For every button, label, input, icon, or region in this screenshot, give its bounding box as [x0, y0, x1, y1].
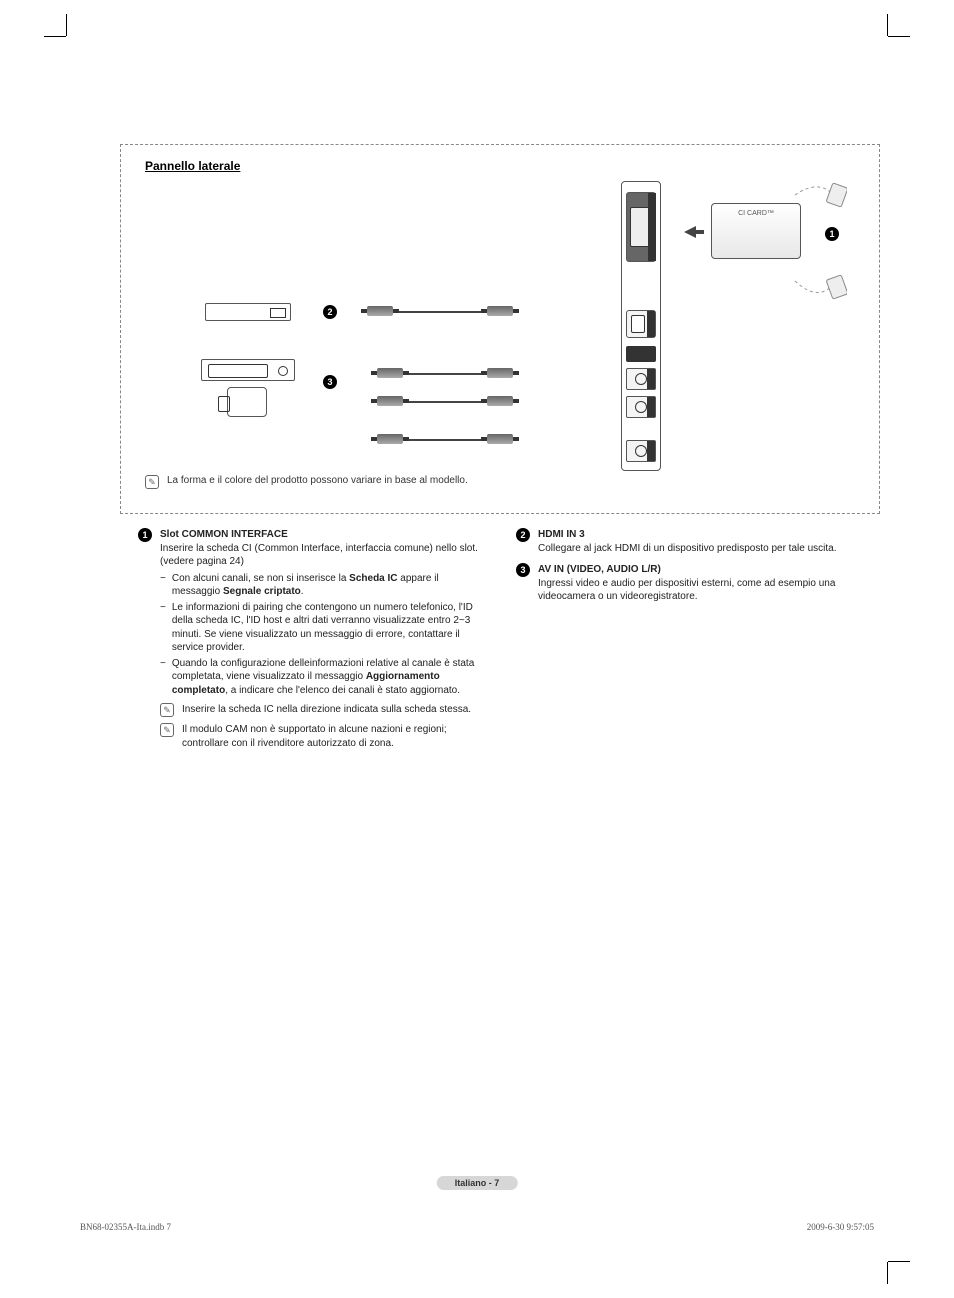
right-column: 2 HDMI IN 3 Collegare al jack HDMI di un… [516, 528, 866, 758]
port-av-audio-r [626, 440, 656, 462]
plug-icon [377, 368, 403, 378]
diagram-bullet-1: 1 [825, 227, 839, 241]
port-av-label [626, 346, 656, 362]
bullet-3: 3 [516, 563, 530, 577]
diagram-panel: Pannello laterale CI CARD™ [120, 144, 880, 514]
diagram-bullet-2: 2 [323, 305, 337, 319]
plug-icon [367, 306, 393, 316]
plug-icon [487, 434, 513, 444]
port-av-video [626, 368, 656, 390]
crop-mark [887, 14, 888, 36]
crop-mark [888, 1261, 910, 1262]
crop-mark [44, 36, 66, 37]
device-vcr [201, 359, 295, 381]
port-hdmi-in-3 [626, 310, 656, 338]
plug-icon [487, 306, 513, 316]
sub-note: ✎ Il modulo CAM non è supportato in alcu… [160, 723, 488, 750]
arrow-left-icon [684, 226, 696, 238]
tv-side-panel [621, 181, 661, 471]
device-dvd [205, 303, 291, 321]
footer-meta: BN68-02355A-Ita.indb 7 2009-6-30 9:57:05 [80, 1222, 874, 1232]
plug-icon [377, 396, 403, 406]
diagram-bullet-3: 3 [323, 375, 337, 389]
sub-note: ✎ Inserire la scheda IC nella direzione … [160, 703, 488, 717]
crop-mark [888, 36, 910, 37]
bullet-2: 2 [516, 528, 530, 542]
entry-av-in: 3 AV IN (VIDEO, AUDIO L/R) Ingressi vide… [516, 563, 866, 604]
sub-bullet: − Le informazioni di pairing che conteng… [160, 601, 488, 655]
device-camcorder [227, 387, 267, 417]
note-icon: ✎ [160, 703, 174, 717]
entry-title: Slot COMMON INTERFACE [160, 528, 488, 542]
sub-bullet: − Quando la configurazione delleinformaz… [160, 657, 488, 698]
note-icon: ✎ [145, 475, 159, 489]
description-columns: 1 Slot COMMON INTERFACE Inserire la sche… [138, 528, 866, 758]
entry-common-interface: 1 Slot COMMON INTERFACE Inserire la sche… [138, 528, 488, 750]
port-av-audio-l [626, 396, 656, 418]
page-number-badge: Italiano - 7 [437, 1176, 518, 1190]
doc-timestamp: 2009-6-30 9:57:05 [807, 1222, 874, 1232]
rotation-arrows-icon [787, 181, 847, 311]
sub-bullet: − Con alcuni canali, se non si inserisce… [160, 572, 488, 599]
note-icon: ✎ [160, 723, 174, 737]
plug-icon [487, 396, 513, 406]
entry-desc: Ingressi video e audio per dispositivi e… [538, 577, 866, 604]
plug-icon [487, 368, 513, 378]
doc-ref: BN68-02355A-Ita.indb 7 [80, 1222, 171, 1232]
entry-hdmi: 2 HDMI IN 3 Collegare al jack HDMI di un… [516, 528, 866, 555]
bullet-1: 1 [138, 528, 152, 542]
entry-title: AV IN (VIDEO, AUDIO L/R) [538, 563, 866, 577]
crop-mark [887, 1262, 888, 1284]
diagram-area: CI CARD™ 1 2 3 [145, 181, 861, 471]
crop-mark [66, 14, 67, 36]
plug-icon [377, 434, 403, 444]
section-title: Pannello laterale [145, 159, 861, 173]
entry-title: HDMI IN 3 [538, 528, 836, 542]
shape-note-text: La forma e il colore del prodotto posson… [167, 475, 468, 489]
port-common-interface [626, 192, 656, 262]
entry-desc: Collegare al jack HDMI di un dispositivo… [538, 542, 836, 556]
entry-desc: Inserire la scheda CI (Common Interface,… [160, 542, 488, 569]
shape-note: ✎ La forma e il colore del prodotto poss… [145, 475, 861, 489]
page-content: Pannello laterale CI CARD™ [74, 60, 880, 1238]
left-column: 1 Slot COMMON INTERFACE Inserire la sche… [138, 528, 488, 758]
